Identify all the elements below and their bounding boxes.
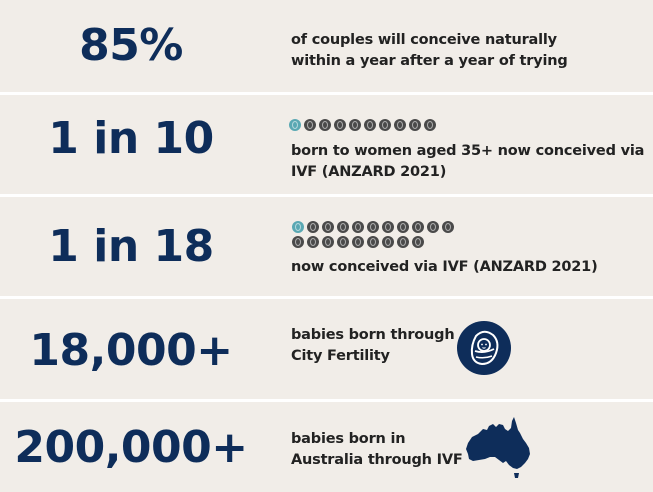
baby-dot xyxy=(307,236,319,248)
baby-dot xyxy=(352,236,364,248)
baby-dot xyxy=(319,119,331,131)
baby-dot xyxy=(397,236,409,248)
stat-number: 18,000+ xyxy=(29,325,233,376)
stat-description-line: IVF (ANZARD 2021) xyxy=(291,164,447,180)
stat-description: babies born through City Fertility xyxy=(291,325,455,367)
stat-description: of couples will conceive naturally withi… xyxy=(291,30,568,72)
baby-dot xyxy=(412,221,424,233)
stat-row-natural-conception: 85% of couples will conceive naturally w… xyxy=(0,0,653,92)
stat-description-line: babies born through xyxy=(291,327,455,343)
stat-description: babies born in Australia through IVF xyxy=(291,429,463,471)
baby-dot xyxy=(382,236,394,248)
baby-dot xyxy=(412,236,424,248)
baby-dot xyxy=(427,221,439,233)
stat-description: now conceived via IVF (ANZARD 2021) xyxy=(291,257,598,278)
stat-number: 1 in 10 xyxy=(48,113,214,164)
baby-icon xyxy=(456,320,512,380)
baby-dot xyxy=(292,236,304,248)
stat-description-line: babies born in xyxy=(291,431,406,447)
australia-map-icon xyxy=(462,415,534,485)
stat-description-line: within a year after a year of trying xyxy=(291,53,568,69)
baby-dot xyxy=(397,221,409,233)
baby-dot xyxy=(364,119,376,131)
baby-dot xyxy=(337,221,349,233)
baby-dot xyxy=(334,119,346,131)
stat-number: 85% xyxy=(79,20,183,71)
stat-number: 200,000+ xyxy=(14,422,248,473)
baby-dot xyxy=(394,119,406,131)
baby-dot xyxy=(337,236,349,248)
baby-dot xyxy=(322,236,334,248)
stat-number: 1 in 18 xyxy=(48,221,214,272)
baby-dot xyxy=(367,236,379,248)
stat-description: born to women aged 35+ now conceived via… xyxy=(291,141,644,183)
stat-description-line: Australia through IVF xyxy=(291,452,463,468)
stat-description-line: now conceived via IVF (ANZARD 2021) xyxy=(291,259,598,275)
ratio-dots xyxy=(292,221,462,248)
baby-dot xyxy=(379,119,391,131)
baby-dot xyxy=(382,221,394,233)
ratio-dots xyxy=(289,119,459,131)
baby-dot xyxy=(307,221,319,233)
stat-description-line: City Fertility xyxy=(291,348,390,364)
stat-row-city-fertility: 18,000+ babies born through City Fertili… xyxy=(0,299,653,399)
baby-dot xyxy=(367,221,379,233)
baby-dot xyxy=(409,119,421,131)
stat-row-ivf-35-plus: 1 in 10 born to women aged 35+ now conce… xyxy=(0,95,653,194)
highlighted-baby-dot xyxy=(292,221,304,233)
baby-dot xyxy=(442,221,454,233)
baby-dot xyxy=(349,119,361,131)
stat-row-australia-ivf: 200,000+ babies born in Australia throug… xyxy=(0,402,653,492)
highlighted-baby-dot xyxy=(289,119,301,131)
baby-dot xyxy=(304,119,316,131)
stat-description-line: of couples will conceive naturally xyxy=(291,32,557,48)
stat-description-line: born to women aged 35+ now conceived via xyxy=(291,143,645,159)
baby-dot xyxy=(424,119,436,131)
baby-dot xyxy=(322,221,334,233)
stat-row-ivf-overall: 1 in 18 now conceived via IVF (ANZARD 20… xyxy=(0,197,653,296)
baby-dot xyxy=(352,221,364,233)
